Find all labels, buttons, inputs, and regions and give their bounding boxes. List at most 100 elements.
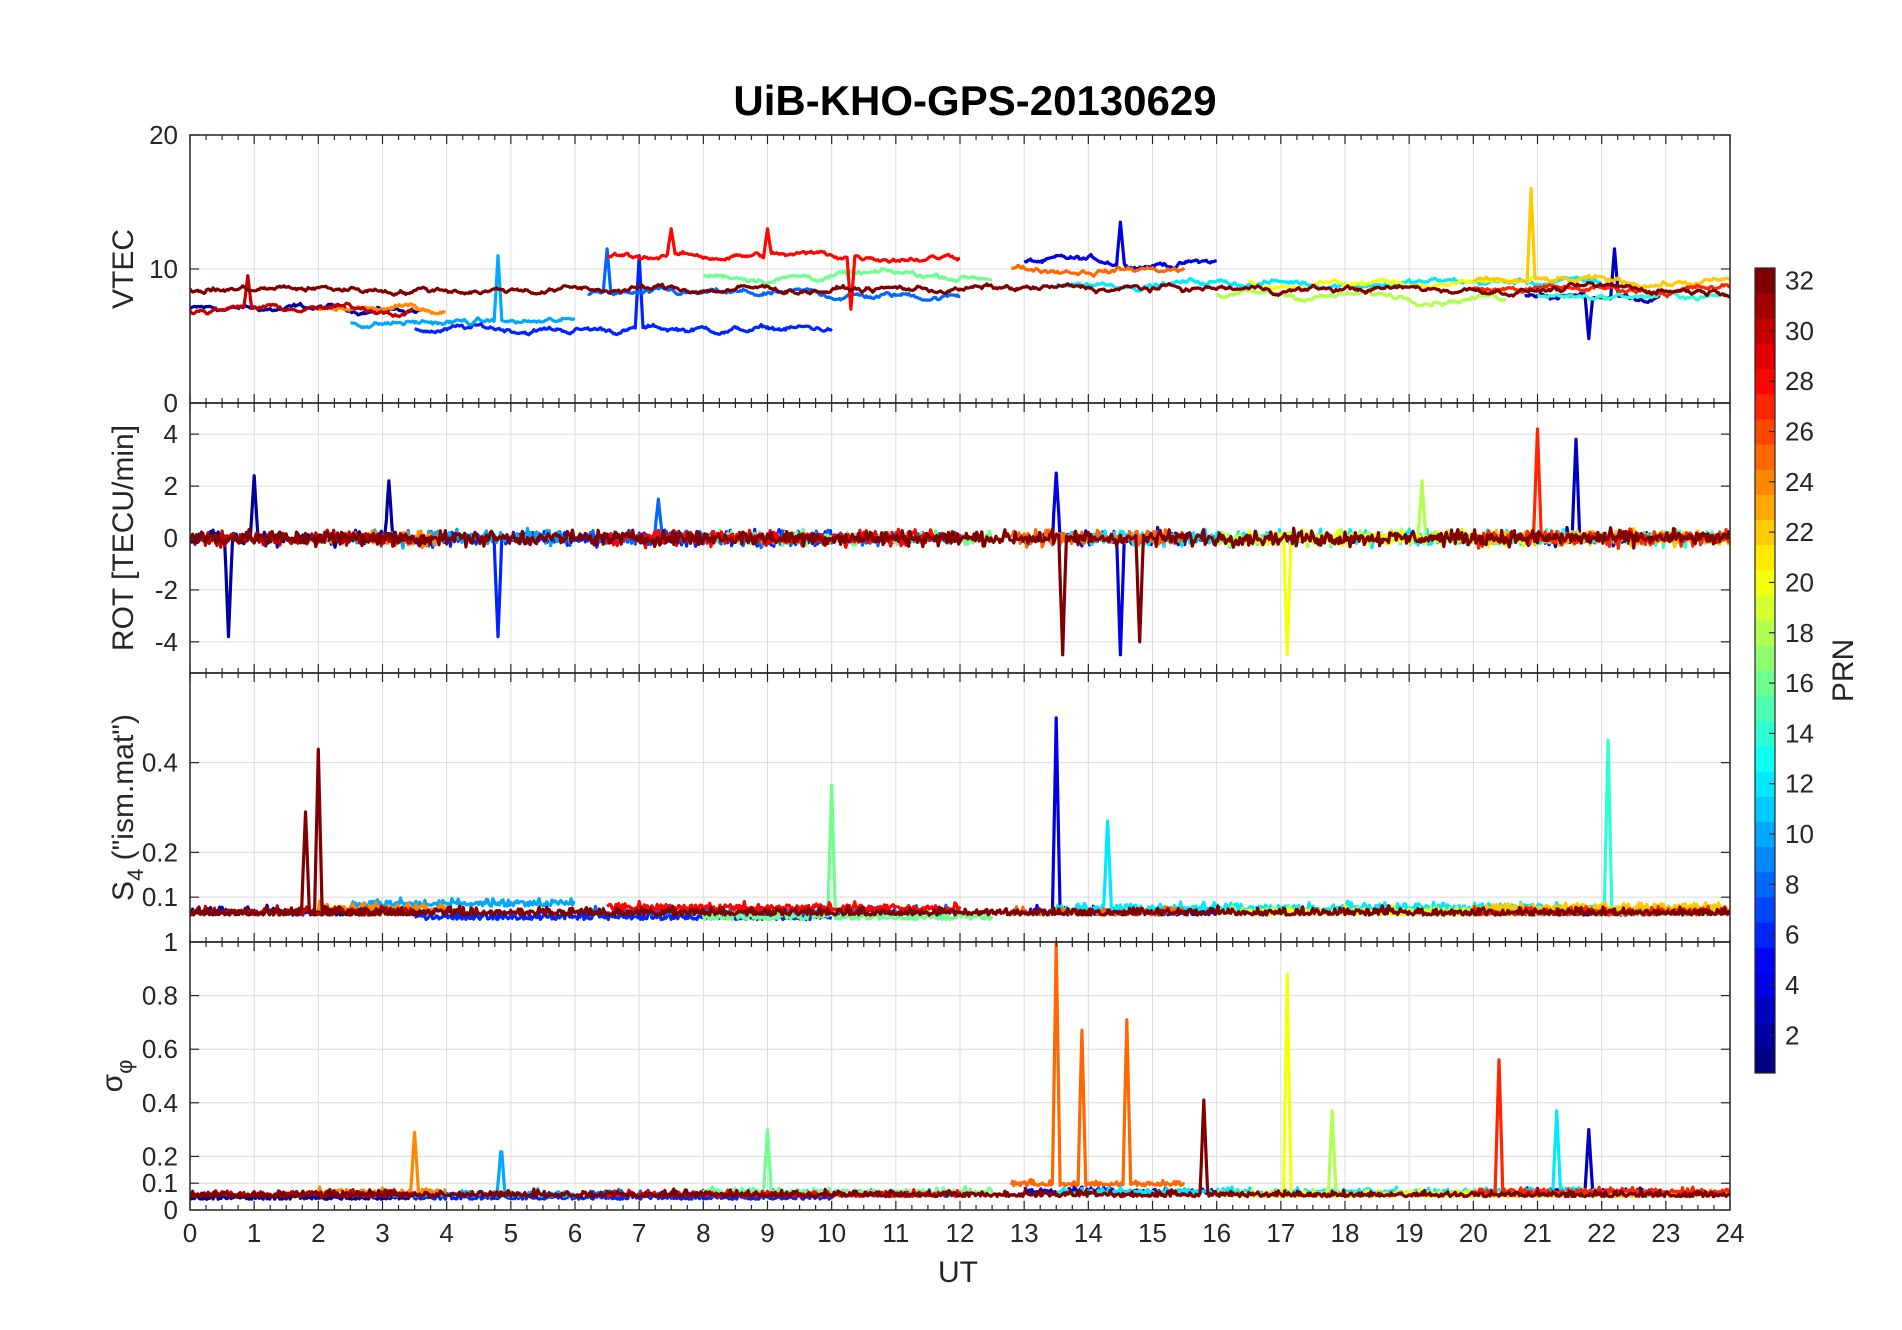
series-line-prn-28 (606, 227, 961, 311)
y-tick-label: 0.8 (142, 981, 178, 1011)
y-tick-label: 20 (149, 120, 178, 150)
colorbar-swatch (1755, 972, 1775, 999)
series-line-prn-32 (190, 1098, 1730, 1199)
y-tick-label: 0 (164, 523, 178, 553)
series-line-prn-2 (190, 474, 422, 639)
y-tick-label: 0.4 (142, 748, 178, 778)
panel-vtec: 0 10 20 VTEC (107, 120, 1731, 418)
colorbar-swatch (1755, 796, 1775, 822)
x-tick-label: 1 (247, 1218, 261, 1248)
colorbar-swatch (1755, 997, 1775, 1024)
y-axis-label-rot: ROT [TECU/min] (107, 425, 140, 651)
colorbar-swatch (1755, 771, 1775, 797)
series-line-prn-14 (1536, 289, 1730, 302)
x-tick-label: 12 (946, 1218, 975, 1248)
colorbar-tick-label: 30 (1785, 316, 1814, 346)
series-line-prn-32 (190, 747, 1730, 917)
colorbar-tick-label: 16 (1785, 668, 1814, 698)
colorbar-tick-label: 4 (1785, 970, 1799, 1000)
series-line-prn-30 (190, 274, 414, 319)
colorbar-swatch (1755, 922, 1775, 948)
colorbar-tick-label: 20 (1785, 567, 1814, 597)
x-tick-label: 19 (1395, 1218, 1424, 1248)
colorbar-swatch (1755, 595, 1775, 621)
series-line-prn-18 (1216, 287, 1507, 308)
series-line-prn-3 (1523, 1127, 1661, 1196)
colorbar-swatch (1755, 947, 1775, 973)
series-line-prn-4 (1023, 220, 1218, 271)
x-tick-label: 8 (696, 1218, 710, 1248)
grid-vtec (189, 134, 1731, 404)
y-tick-label: -4 (155, 627, 178, 657)
x-tick-label: 15 (1138, 1218, 1167, 1248)
colorbar-swatch (1755, 620, 1775, 646)
colorbar-swatch (1755, 318, 1775, 344)
x-tick-label: 17 (1266, 1218, 1295, 1248)
x-ticks-sigma (189, 942, 1731, 1210)
colorbar-tick-label: 26 (1785, 417, 1814, 447)
colorbar-tick-label: 14 (1785, 718, 1814, 748)
series-line-prn-6 (414, 254, 833, 337)
x-ticks-rot (189, 403, 1731, 673)
colorbar-swatch (1755, 293, 1775, 319)
colorbar-swatch (1755, 368, 1775, 395)
colorbar-swatch (1755, 418, 1775, 445)
series-line-prn-4 (1022, 471, 1218, 657)
series-line-prn-25 (1010, 264, 1186, 278)
y-tick-label: 0.2 (142, 837, 178, 867)
colorbar-swatch (1755, 695, 1775, 722)
series-line-prn-32 (190, 281, 1730, 299)
colorbar-swatch (1755, 1047, 1775, 1074)
colorbar-tick-label: 2 (1785, 1020, 1799, 1050)
series-line-prn-18 (1215, 1109, 1507, 1199)
x-tick-label: 2 (311, 1218, 325, 1248)
colorbar-tick-label: 18 (1785, 618, 1814, 648)
colorbar-swatch (1755, 720, 1775, 747)
x-tick-label: 10 (817, 1218, 846, 1248)
x-tick-label: 5 (504, 1218, 518, 1248)
colorbar-swatch (1755, 268, 1775, 294)
y-axis-label-sigma: σφ (96, 1060, 137, 1093)
y-tick-label: 1 (164, 927, 178, 957)
colorbar-swatch (1755, 469, 1775, 495)
colorbar-tick-label: 12 (1785, 769, 1814, 799)
x-tick-label: 3 (375, 1218, 389, 1248)
colorbar-frame (1754, 267, 1776, 1074)
y-axis-label-s4: S4 ("ism.mat") (107, 714, 148, 901)
x-tick-label: 6 (568, 1218, 582, 1248)
x-tick-label: 7 (632, 1218, 646, 1248)
x-tick-label: 21 (1523, 1218, 1552, 1248)
y-tick-label: 0.6 (142, 1034, 178, 1064)
series-group-vtec (190, 187, 1730, 341)
series-line-prn-10 (350, 254, 576, 330)
x-tick-label: 0 (183, 1218, 197, 1248)
panel-sigma: 00.10.2 0.4 0.6 0.8 1 σφ (96, 927, 1731, 1225)
y-tick-label: 0.1 (142, 1168, 178, 1198)
y-tick-label: 10 (149, 254, 178, 284)
x-tick-label: 9 (760, 1218, 774, 1248)
colorbar-tick-label: 24 (1785, 467, 1814, 497)
y-tick-label: 0.1 (142, 882, 178, 912)
series-line-prn-4 (1023, 716, 1218, 917)
colorbar-swatch (1755, 1022, 1775, 1049)
colorbar-swatch (1755, 569, 1775, 596)
colorbar-swatch (1755, 745, 1775, 772)
colorbar-tick-label: 6 (1785, 920, 1799, 950)
y-axis-label-vtec: VTEC (107, 229, 140, 309)
y-tick-label: 0 (164, 388, 178, 418)
y-tick-label: 0 (164, 1195, 178, 1225)
chart-title: UiB-KHO-GPS-20130629 (733, 77, 1216, 124)
y-tick-label: 4 (164, 419, 178, 449)
colorbar-swatch (1755, 896, 1775, 923)
series-line-prn-16 (701, 783, 994, 922)
x-ticks-vtec (189, 135, 1731, 403)
colorbar-swatch (1755, 821, 1775, 848)
colorbar-label: PRN (1827, 639, 1860, 702)
series-line-prn-10 (349, 896, 576, 908)
colorbar-tick-label: 10 (1785, 819, 1814, 849)
panel-rot: -4 -2 0 2 4 ROT [TECU/min] (107, 402, 1731, 674)
series-line-prn-16 (701, 1127, 994, 1196)
